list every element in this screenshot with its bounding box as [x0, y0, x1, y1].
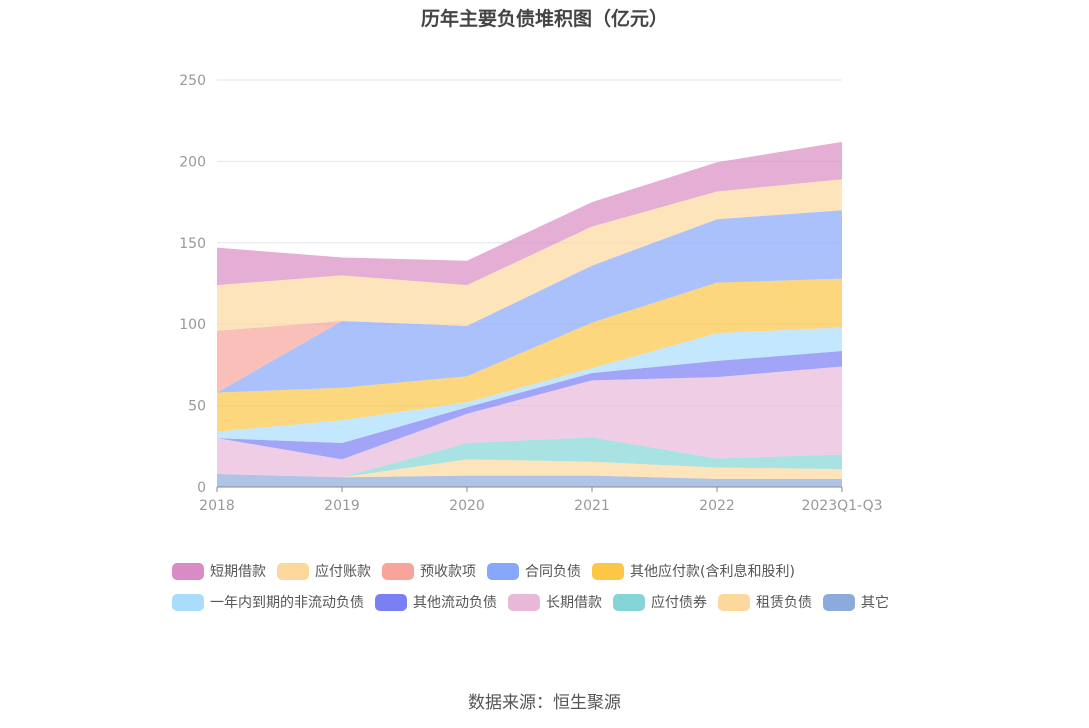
y-tick-label: 250	[179, 73, 206, 89]
legend-label: 应付账款	[315, 564, 371, 580]
legend-item[interactable]: 应付债券	[613, 591, 707, 613]
legend-item[interactable]: 其它	[823, 591, 889, 613]
x-tick-label: 2023Q1-Q3	[801, 498, 882, 514]
legend: 短期借款 应付账款 预收款项 合同负债 其他应付款(含利息和股利) 一年内到期的非流动负债…	[172, 560, 912, 613]
area-应付账款	[217, 179, 842, 331]
x-tick-label: 2018	[199, 498, 235, 514]
y-tick-label: 150	[179, 236, 206, 252]
chart-title: 历年主要负债堆积图（亿元）	[420, 8, 668, 30]
legend-item[interactable]: 其他应付款(含利息和股利)	[592, 560, 795, 582]
legend-label: 预收款项	[420, 564, 476, 580]
legend-label: 其他应付款(含利息和股利)	[630, 564, 795, 580]
area-应付债券	[217, 437, 842, 478]
legend-item[interactable]: 其他流动负债	[375, 591, 497, 613]
legend-label: 应付债券	[651, 595, 707, 611]
legend-swatch	[592, 562, 624, 580]
area-其他应付款(含利息和股利)	[217, 278, 842, 432]
legend-swatch	[382, 562, 414, 580]
legend-swatch	[172, 562, 204, 580]
stacked-area-chart: 0 50 100 150 200 250 2018 2019 2020 2021 2022 2023Q…	[179, 73, 882, 514]
legend-label: 长期借款	[546, 595, 602, 611]
y-tick-label: 50	[188, 399, 206, 415]
legend-swatch	[613, 593, 645, 611]
area-其它	[217, 473, 842, 487]
area-短期借款	[217, 141, 842, 286]
legend-item[interactable]: 短期借款	[172, 560, 266, 582]
legend-swatch	[375, 593, 407, 611]
legend-swatch	[823, 593, 855, 611]
x-tick-label: 2022	[699, 498, 735, 514]
x-tick-label: 2019	[324, 498, 360, 514]
legend-label: 其它	[861, 595, 889, 611]
legend-label: 其他流动负债	[413, 595, 497, 611]
legend-swatch	[508, 593, 540, 611]
legend-swatch	[487, 562, 519, 580]
legend-item[interactable]: 应付账款	[277, 560, 371, 582]
legend-swatch	[172, 593, 204, 611]
legend-item[interactable]: 合同负债	[487, 560, 581, 582]
legend-label: 合同负债	[525, 564, 581, 580]
area-长期借款	[217, 366, 842, 478]
area-其他流动负债	[217, 351, 842, 460]
legend-swatch	[718, 593, 750, 611]
legend-label: 短期借款	[210, 564, 266, 580]
x-tick-label: 2021	[574, 498, 610, 514]
legend-label: 租赁负债	[756, 595, 812, 611]
area-租赁负债	[217, 459, 842, 479]
legend-item[interactable]: 预收款项	[382, 560, 476, 582]
legend-item[interactable]: 一年内到期的非流动负债	[172, 591, 364, 613]
y-tick-label: 200	[179, 154, 206, 170]
y-tick-label: 0	[197, 480, 206, 496]
area-合同负债	[217, 210, 842, 393]
legend-swatch	[277, 562, 309, 580]
legend-item[interactable]: 长期借款	[508, 591, 602, 613]
x-tick-label: 2020	[449, 498, 485, 514]
legend-label: 一年内到期的非流动负债	[210, 595, 364, 611]
legend-item[interactable]: 租赁负债	[718, 591, 812, 613]
y-tick-label: 100	[179, 317, 206, 333]
data-source: 数据来源：恒生聚源	[468, 693, 621, 713]
